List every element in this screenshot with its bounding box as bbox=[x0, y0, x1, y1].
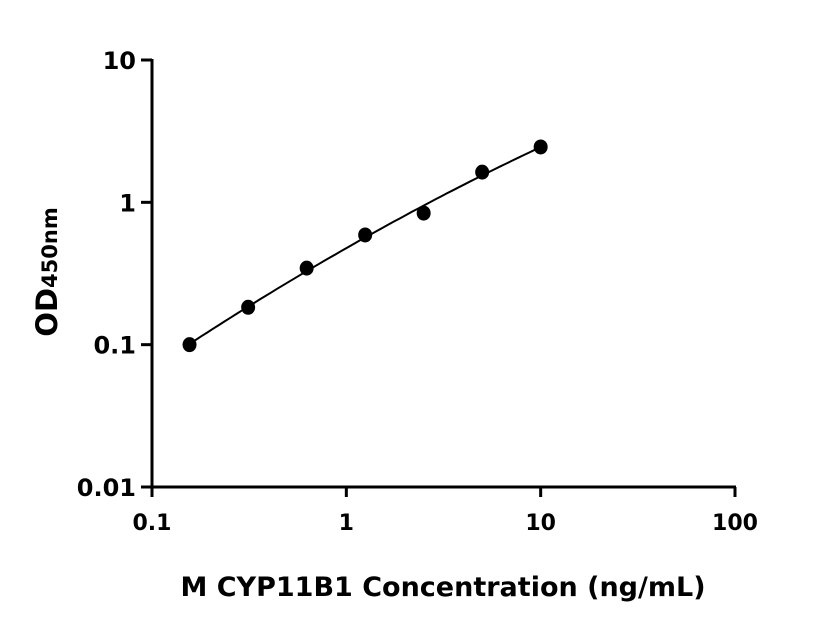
data-point bbox=[358, 227, 373, 243]
y-tick-label: 0.01 bbox=[77, 474, 136, 502]
data-points bbox=[182, 139, 548, 353]
y-tick-label: 10 bbox=[103, 47, 136, 75]
x-tick-label: 100 bbox=[712, 511, 758, 536]
x-tick-label: 1 bbox=[339, 511, 354, 536]
y-axis-label-subscript: 450nm bbox=[38, 207, 62, 288]
x-tick-label: 10 bbox=[525, 511, 556, 536]
data-point bbox=[533, 139, 548, 155]
data-point bbox=[299, 260, 314, 276]
y-tick-label: 0.1 bbox=[93, 332, 136, 360]
y-tick-label: 1 bbox=[119, 189, 136, 217]
data-point bbox=[416, 205, 431, 221]
axes: 0.1 1 10 100 0.01 0.1 1 10 bbox=[77, 47, 758, 536]
x-axis-label: M CYP11B1 Concentration (ng/mL) bbox=[180, 572, 705, 603]
y-axis-label: OD450nm bbox=[30, 207, 64, 336]
data-point bbox=[182, 337, 197, 353]
fit-curve bbox=[188, 146, 542, 345]
y-axis-label-main: OD bbox=[30, 288, 64, 337]
data-point bbox=[241, 299, 256, 315]
data-point bbox=[475, 164, 490, 180]
x-tick-label: 0.1 bbox=[133, 511, 172, 536]
